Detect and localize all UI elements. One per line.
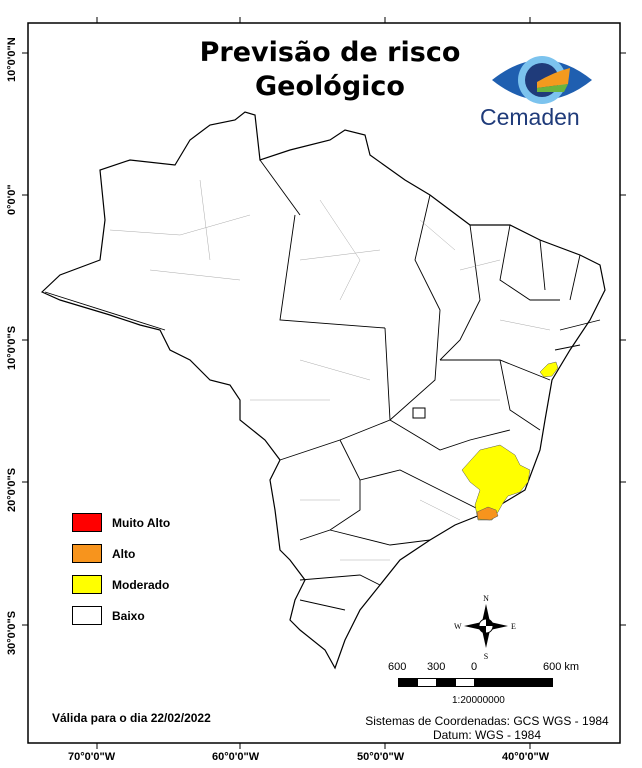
scale-label-300: 300 bbox=[427, 661, 446, 673]
compass-n: N bbox=[483, 594, 489, 603]
brazil-outline bbox=[40, 111, 606, 670]
compass-rose-icon: N S E W bbox=[454, 594, 516, 661]
x-label-60w: 60°0'0"W bbox=[212, 751, 260, 763]
x-label-70w: 70°0'0"W bbox=[68, 751, 116, 763]
y-label-20s: 20°0'0"S bbox=[6, 467, 18, 512]
compass-e: E bbox=[511, 622, 516, 631]
risk-area-moderado-bahia bbox=[539, 361, 559, 378]
legend-label: Moderado bbox=[112, 577, 170, 592]
legend-swatch bbox=[72, 513, 102, 532]
federal-district bbox=[412, 407, 426, 419]
compass-w: W bbox=[454, 622, 462, 631]
x-label-40w: 40°0'0"W bbox=[502, 751, 550, 763]
legend-label: Muito Alto bbox=[112, 515, 171, 530]
legend-swatch bbox=[72, 544, 102, 563]
legend-item-alto: Alto bbox=[72, 538, 170, 569]
coordinate-system: Sistemas de Coordenadas: GCS WGS - 1984 bbox=[365, 714, 609, 728]
legend-item-muito-alto: Muito Alto bbox=[72, 507, 170, 538]
datum: Datum: WGS - 1984 bbox=[432, 728, 542, 742]
y-label-10n: 10°0'0"N bbox=[6, 37, 18, 82]
scale-ratio: 1:20000000 bbox=[452, 695, 505, 706]
scale-bar bbox=[398, 678, 553, 687]
title-line-2: Geológico bbox=[255, 71, 405, 102]
state-borders bbox=[44, 159, 601, 611]
legend: Muito Alto Alto Moderado Baixo bbox=[72, 507, 170, 631]
coordinate-info: Sistemas de Coordenadas: GCS WGS - 1984 … bbox=[352, 714, 622, 742]
y-label-10s: 10°0'0"S bbox=[6, 325, 18, 370]
scale-label-600: 600 bbox=[388, 661, 407, 673]
risk-area-alto bbox=[476, 506, 499, 521]
legend-swatch bbox=[72, 575, 102, 594]
x-label-50w: 50°0'0"W bbox=[357, 751, 405, 763]
validity-date: Válida para o dia 22/02/2022 bbox=[52, 711, 211, 725]
legend-label: Alto bbox=[112, 546, 136, 561]
region-borders bbox=[109, 179, 551, 561]
legend-item-baixo: Baixo bbox=[72, 600, 170, 631]
y-label-30s: 30°0'0"S bbox=[6, 610, 18, 655]
map-title: Previsão de risco Geológico bbox=[150, 36, 510, 104]
legend-label: Baixo bbox=[112, 608, 145, 623]
y-label-0: 0°0'0" bbox=[6, 184, 18, 215]
cemaden-logo-icon bbox=[492, 56, 592, 104]
logo-text: Cemaden bbox=[480, 104, 580, 130]
scale-label-600km: 600 km bbox=[543, 661, 580, 673]
map-frame bbox=[27, 22, 621, 744]
scale-label-0: 0 bbox=[471, 661, 478, 673]
compass-s: S bbox=[484, 652, 488, 661]
graticule-ticks bbox=[22, 17, 626, 749]
legend-swatch bbox=[72, 606, 102, 625]
risk-area-moderado bbox=[461, 444, 531, 521]
legend-item-moderado: Moderado bbox=[72, 569, 170, 600]
title-line-1: Previsão de risco bbox=[199, 37, 461, 68]
